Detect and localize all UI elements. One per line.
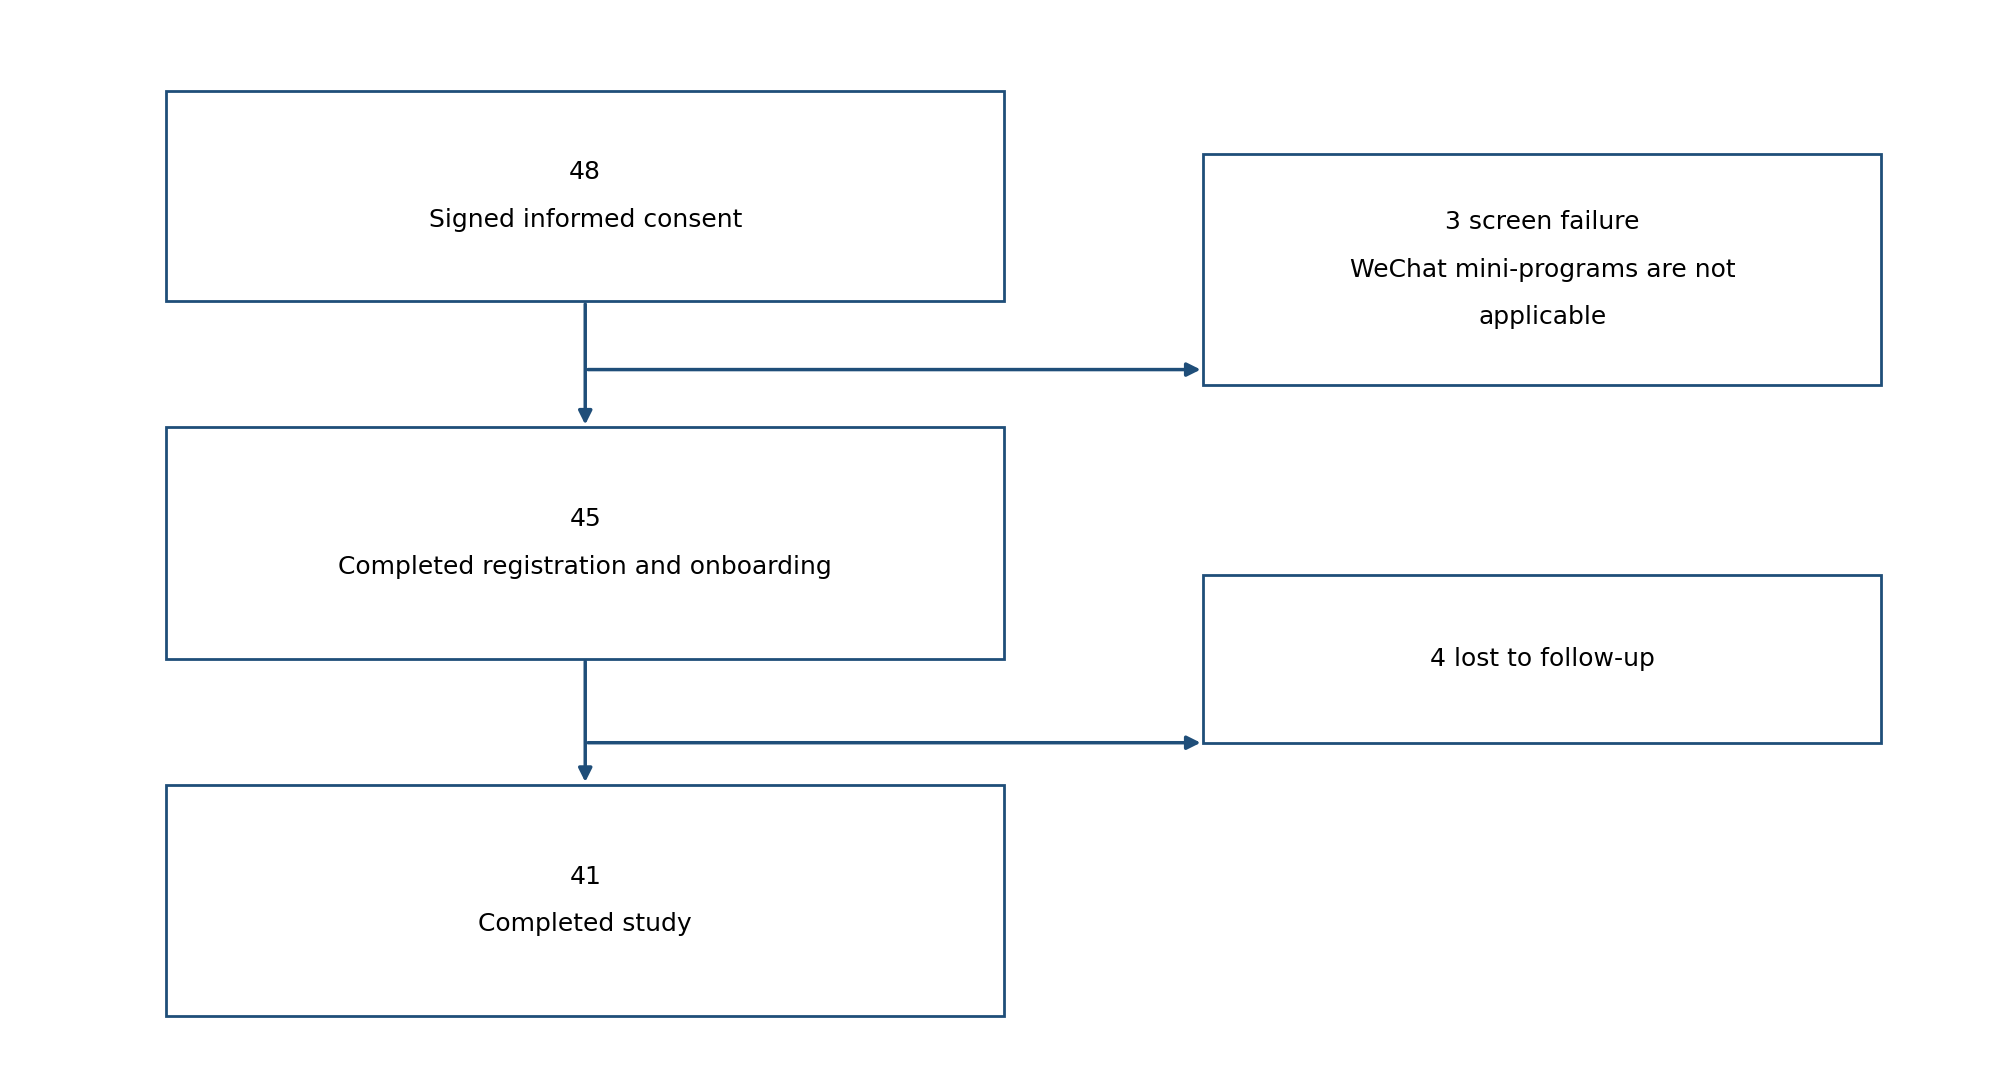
Text: 45: 45: [570, 507, 600, 531]
FancyBboxPatch shape: [167, 785, 1004, 1016]
Text: Completed registration and onboarding: Completed registration and onboarding: [339, 555, 831, 578]
FancyBboxPatch shape: [167, 427, 1004, 658]
FancyBboxPatch shape: [1202, 574, 1881, 742]
FancyBboxPatch shape: [1202, 154, 1881, 386]
Text: 4 lost to follow-up: 4 lost to follow-up: [1429, 646, 1654, 671]
Text: 3 screen failure: 3 screen failure: [1445, 211, 1640, 234]
FancyBboxPatch shape: [167, 91, 1004, 301]
Text: Signed informed consent: Signed informed consent: [427, 208, 741, 232]
Text: WeChat mini-programs are not: WeChat mini-programs are not: [1349, 258, 1734, 282]
Text: applicable: applicable: [1477, 305, 1606, 329]
Text: 41: 41: [570, 865, 600, 888]
Text: 48: 48: [568, 161, 600, 184]
Text: Completed study: Completed study: [478, 912, 692, 936]
